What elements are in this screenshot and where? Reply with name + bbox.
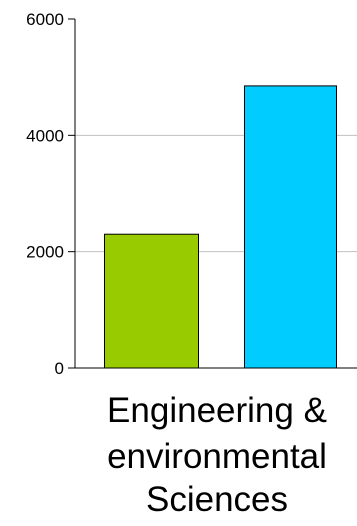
y-tick-label: 6000 bbox=[26, 10, 64, 29]
x-category-label-line: Engineering & bbox=[107, 391, 327, 430]
x-category-label-line: Sciences bbox=[146, 480, 288, 519]
bars bbox=[104, 85, 337, 369]
x-category-label-line: environmental bbox=[107, 437, 327, 476]
y-tick-label: 0 bbox=[55, 359, 64, 378]
x-category-label: Engineering & environmental Sciences bbox=[107, 391, 327, 519]
bar-2 bbox=[244, 85, 337, 369]
y-tick-labels: 0 2000 4000 6000 bbox=[26, 10, 64, 378]
y-tick-label: 4000 bbox=[26, 126, 64, 145]
axes bbox=[68, 18, 357, 369]
bar-1 bbox=[104, 233, 199, 369]
y-tick-label: 2000 bbox=[26, 243, 64, 262]
